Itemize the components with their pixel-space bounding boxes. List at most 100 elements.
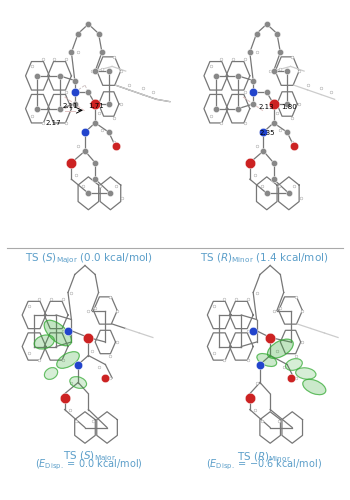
Text: TS ($\mathit{R}$)$_{\mathregular{Minor}}$ (1.4 kcal/mol): TS ($\mathit{R}$)$_{\mathregular{Minor}}…: [200, 252, 328, 265]
Ellipse shape: [44, 368, 58, 380]
Point: [108, 352, 113, 360]
Point: [250, 88, 256, 96]
Ellipse shape: [70, 376, 86, 388]
Point: [118, 67, 124, 75]
Point: [69, 48, 74, 56]
Point: [245, 356, 251, 364]
Text: ($E_{\mathregular{Disp.}}$ = $-$0.6 kcal/mol): ($E_{\mathregular{Disp.}}$ = $-$0.6 kcal…: [206, 458, 322, 472]
Point: [36, 295, 42, 303]
Point: [278, 64, 283, 72]
Text: ($E_{\mathregular{Disp.}}$ = 0.0 kcal/mol): ($E_{\mathregular{Disp.}}$ = 0.0 kcal/mo…: [35, 458, 143, 472]
Point: [92, 119, 98, 127]
Point: [60, 295, 66, 303]
Point: [211, 349, 217, 357]
Point: [284, 128, 290, 136]
Point: [286, 190, 292, 198]
Point: [150, 88, 156, 96]
Point: [60, 356, 66, 364]
Point: [111, 138, 117, 145]
Point: [222, 356, 227, 364]
Point: [267, 334, 273, 342]
Text: 1.71: 1.71: [88, 103, 104, 109]
Point: [99, 64, 105, 72]
Point: [106, 100, 112, 108]
Point: [113, 142, 118, 150]
Point: [289, 53, 295, 61]
Point: [235, 104, 241, 112]
Point: [276, 417, 281, 425]
Point: [257, 360, 263, 368]
Point: [62, 394, 68, 402]
Point: [92, 67, 98, 75]
Point: [264, 88, 270, 96]
Point: [89, 67, 95, 75]
Point: [80, 182, 86, 190]
Text: 2.13: 2.13: [259, 104, 275, 110]
Point: [235, 72, 241, 80]
Text: TS ($\mathit{S}$)$_{\mathregular{Major}}$: TS ($\mathit{S}$)$_{\mathregular{Major}}…: [63, 450, 116, 464]
Point: [96, 30, 101, 38]
Point: [288, 374, 293, 382]
Ellipse shape: [303, 380, 326, 394]
Point: [211, 302, 217, 310]
Point: [67, 406, 72, 413]
Point: [29, 112, 35, 120]
Point: [293, 352, 299, 360]
Point: [274, 30, 280, 38]
Point: [114, 338, 120, 346]
Point: [254, 378, 259, 386]
Point: [291, 182, 297, 190]
Point: [111, 53, 117, 61]
Text: 2.11: 2.11: [63, 103, 78, 109]
Ellipse shape: [267, 339, 293, 358]
Point: [213, 72, 219, 80]
Point: [114, 306, 120, 314]
Point: [247, 394, 253, 402]
Point: [72, 88, 78, 96]
Point: [75, 360, 81, 368]
Text: 2.35: 2.35: [259, 130, 274, 136]
Point: [296, 67, 302, 75]
Point: [89, 347, 95, 355]
Point: [247, 159, 253, 167]
Point: [222, 295, 227, 303]
Point: [29, 62, 35, 70]
Point: [82, 147, 88, 155]
Point: [35, 72, 40, 80]
Point: [298, 194, 303, 202]
Point: [259, 182, 265, 190]
Point: [208, 62, 213, 70]
Point: [250, 327, 256, 335]
Point: [250, 76, 256, 84]
Point: [75, 48, 81, 56]
Point: [252, 170, 258, 178]
Point: [293, 293, 299, 301]
Point: [254, 288, 259, 296]
Point: [72, 76, 78, 84]
Point: [35, 104, 40, 112]
Point: [69, 378, 74, 386]
Ellipse shape: [34, 335, 54, 349]
Point: [289, 138, 295, 145]
Point: [92, 304, 98, 312]
Ellipse shape: [44, 320, 71, 346]
Point: [260, 128, 266, 136]
Point: [97, 182, 103, 190]
Point: [65, 327, 71, 335]
Point: [69, 288, 74, 296]
Point: [72, 100, 78, 108]
Point: [271, 175, 277, 183]
Point: [85, 190, 91, 198]
Text: TS ($\mathit{S}$)$_{\mathregular{Major}}$ (0.0 kcal/mol): TS ($\mathit{S}$)$_{\mathregular{Major}}…: [26, 252, 153, 266]
Point: [271, 306, 277, 314]
Point: [274, 347, 280, 355]
Point: [103, 374, 108, 382]
Point: [118, 100, 124, 108]
Point: [296, 100, 302, 108]
Point: [57, 72, 62, 80]
Point: [247, 48, 253, 56]
Point: [260, 147, 266, 155]
Point: [40, 119, 46, 127]
Point: [300, 338, 305, 346]
Point: [96, 363, 101, 371]
